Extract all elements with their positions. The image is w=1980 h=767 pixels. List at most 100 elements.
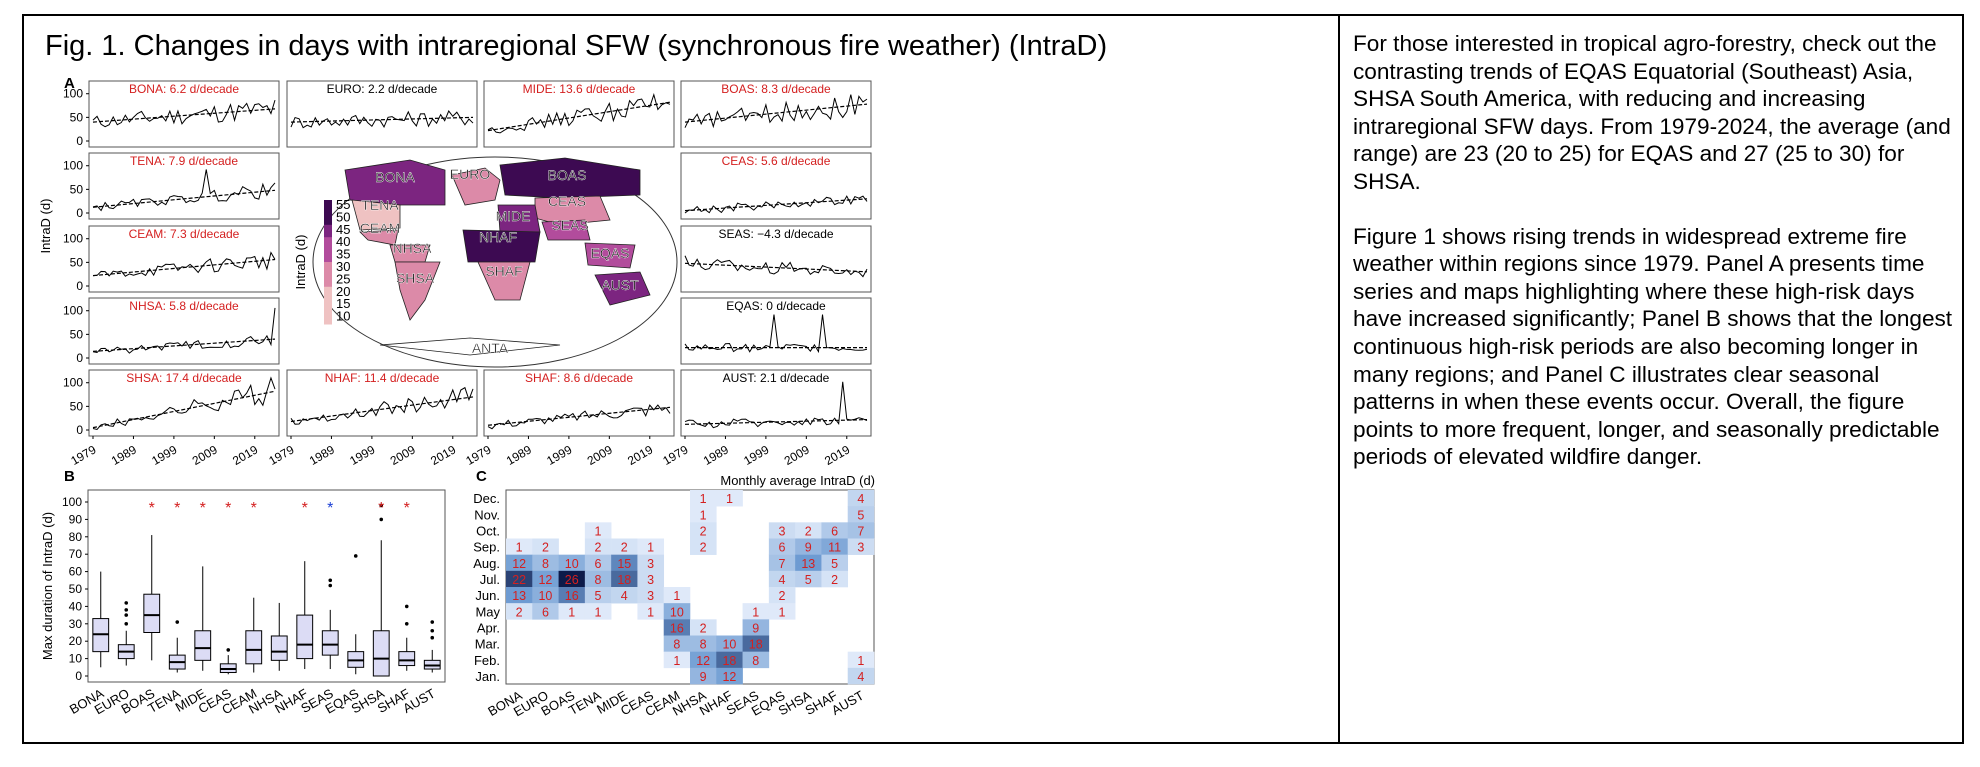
heatmap-cell xyxy=(795,522,822,539)
cell-value: 2 xyxy=(831,573,838,587)
y-tick-label: 100 xyxy=(63,87,83,101)
y-tick-label: 30 xyxy=(69,617,83,631)
significance-star: * xyxy=(225,500,231,517)
outlier-point xyxy=(353,554,358,558)
cell-value: 1 xyxy=(857,654,864,668)
cell-value: 6 xyxy=(595,557,602,571)
trend-label: BONA: 6.2 d/decade xyxy=(129,82,239,96)
outlier-point xyxy=(226,648,231,652)
outlier-point xyxy=(404,604,409,609)
trend-label: SHAF: 8.6 d/decade xyxy=(525,371,633,385)
heatmap-cell xyxy=(611,587,638,604)
box xyxy=(321,630,339,656)
heatmap-cell xyxy=(716,667,743,685)
heatmap-cell xyxy=(584,603,612,620)
timeseries-panel-tena: TENA: 7.9 d/decade 0 50 100 xyxy=(63,152,280,220)
map-region-shsa xyxy=(394,261,441,321)
trend-label: SHSA: 17.4 d/decade xyxy=(126,371,242,385)
cell-value: 1 xyxy=(647,541,654,555)
heatmap-cell xyxy=(532,603,559,620)
y-tick-label: 0 xyxy=(76,206,83,220)
trend-line xyxy=(684,103,868,123)
map-region-label: NHSA xyxy=(393,240,433,256)
cell-value: 7 xyxy=(857,524,864,538)
cell-value: 4 xyxy=(621,589,628,603)
map-region-label: NHAF xyxy=(479,229,517,245)
significance-star: * xyxy=(302,500,308,517)
map-region-label: SEAS xyxy=(551,217,588,233)
cell-value: 2 xyxy=(595,541,602,555)
row-label: Oct. xyxy=(476,523,500,538)
series-line xyxy=(92,100,276,128)
heatmap-cell xyxy=(821,538,849,555)
cell-value: 3 xyxy=(647,557,654,571)
cell-value: 4 xyxy=(857,492,864,506)
cell-value: 3 xyxy=(779,524,786,538)
panel-c-label: C xyxy=(476,468,487,485)
cell-value: 15 xyxy=(617,557,631,571)
cell-value: 1 xyxy=(673,654,680,668)
panel-frame xyxy=(680,369,872,437)
trend-line xyxy=(92,189,276,208)
heatmap-cell xyxy=(847,490,875,507)
cell-value: 1 xyxy=(568,605,575,619)
timeseries-panel-ceas: CEAS: 5.6 d/decade xyxy=(680,152,872,220)
cell-value: 5 xyxy=(831,557,838,571)
heatmap-cell xyxy=(637,587,665,604)
panel-frame xyxy=(88,225,280,293)
heatmap-cell xyxy=(768,554,796,572)
panel-b-boxplot: B Max duration of IntraD (d) 0 10 20 30 40 50 60… xyxy=(40,468,446,717)
cell-value: 6 xyxy=(542,605,549,619)
map-region-aust xyxy=(594,271,651,306)
map-region-label: TENA xyxy=(361,197,399,213)
panel-frame xyxy=(286,80,478,148)
cell-value: 4 xyxy=(779,573,786,587)
outlier-point xyxy=(379,503,384,508)
heatmap-cell xyxy=(637,538,665,555)
cell-value: 1 xyxy=(595,605,602,619)
cell-value: 11 xyxy=(828,541,841,555)
y-tick-label: 100 xyxy=(63,159,83,173)
map-region-nhaf xyxy=(462,229,541,263)
heatmap-cell xyxy=(690,667,717,685)
x-tick-label: 1979 xyxy=(68,442,98,468)
panel-a-ylabel: IntraD (d) xyxy=(38,199,53,254)
timeseries-panel-mide: MIDE: 13.6 d/decade xyxy=(483,80,675,148)
heatmap-cell xyxy=(584,554,612,572)
map-region-seas xyxy=(541,219,591,241)
map-region-label: SHAF xyxy=(485,263,522,279)
colorbar-segment xyxy=(324,200,332,213)
x-tick-label: 2009 xyxy=(388,442,418,468)
cell-value: 8 xyxy=(700,638,707,652)
map-region-label: EURO xyxy=(450,166,491,182)
x-tick-label: 1999 xyxy=(347,442,377,468)
colorbar-tick-label: 40 xyxy=(336,234,350,249)
colorbar-segment xyxy=(324,286,332,300)
heatmap-cell xyxy=(506,603,533,620)
cell-value: 2 xyxy=(516,605,523,619)
colorbar-segment xyxy=(324,249,332,263)
panel-frame xyxy=(680,225,872,293)
trend-label: MIDE: 13.6 d/decade xyxy=(523,82,636,96)
outlier-point xyxy=(379,517,384,522)
y-tick-label: 50 xyxy=(70,399,84,413)
series-line xyxy=(92,376,276,431)
heatmap-cell xyxy=(795,538,822,555)
cell-value: 26 xyxy=(565,573,579,587)
series-line xyxy=(684,255,868,278)
cell-value: 9 xyxy=(752,621,759,635)
heatmap-cell xyxy=(584,522,612,539)
cell-value: 2 xyxy=(700,621,707,635)
series-line xyxy=(92,169,276,212)
plot-frame xyxy=(87,489,446,683)
trend-label: NHSA: 5.8 d/decade xyxy=(129,299,239,313)
significance-star: * xyxy=(251,500,257,517)
map-region-euro xyxy=(451,167,501,206)
trend-line xyxy=(92,390,276,429)
box xyxy=(270,635,288,661)
panel-frame xyxy=(88,369,280,437)
x-tick-label: 2019 xyxy=(625,442,655,468)
colorbar-tick-label: 10 xyxy=(336,309,350,324)
cell-value: 2 xyxy=(805,524,812,538)
heatmap-cell xyxy=(558,570,586,588)
